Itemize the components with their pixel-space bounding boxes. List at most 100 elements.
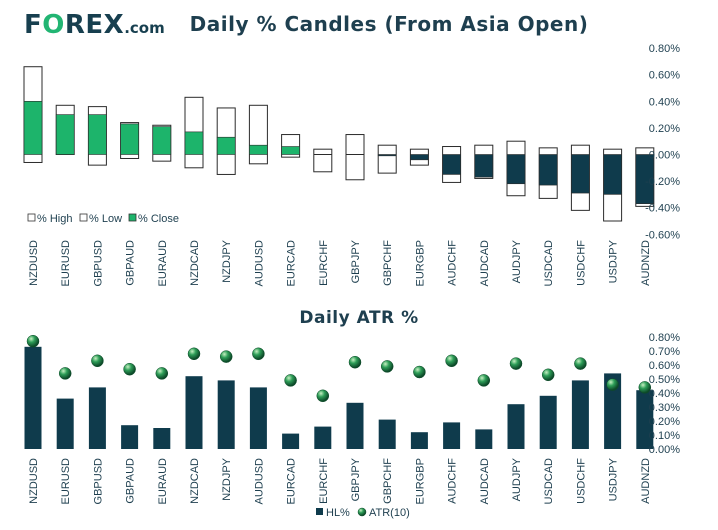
- y-tick-label: -0.40%: [645, 203, 680, 215]
- legend-label-1: % Low: [89, 213, 122, 225]
- y-tick-label: 0.00%: [649, 150, 680, 162]
- y-tick-label: 0.80%: [649, 332, 680, 344]
- close-bar-nzdusd: [23, 101, 43, 155]
- hl-bar-gbpaud: [121, 425, 139, 449]
- atr-marker-audusd: [252, 347, 265, 361]
- y-tick-label: -0.20%: [645, 176, 680, 188]
- atr-marker-audnzd: [638, 381, 652, 394]
- hl-bar-eurusd: [56, 398, 74, 449]
- hl-bar-audusd: [249, 387, 267, 449]
- atr-chart-title: Daily ATR %: [299, 308, 419, 328]
- atr-marker-eurgbp: [413, 365, 426, 379]
- hl-bar-nzdusd: [24, 346, 42, 449]
- x-tick-label: USDCAD: [543, 458, 555, 505]
- hl-bar-audjpy: [507, 404, 525, 449]
- close-bar-usdjpy: [603, 154, 622, 195]
- atr-marker-gbpjpy: [348, 355, 362, 369]
- legend-label-atr: ATR(10): [369, 507, 410, 519]
- hl-bar-gbpchf: [378, 419, 396, 449]
- x-tick-label: EURGBP: [414, 458, 426, 504]
- y-tick-label: 0.40%: [649, 96, 680, 108]
- x-tick-label: USDJPY: [608, 239, 620, 283]
- y-tick-label: 0.20%: [649, 123, 680, 135]
- legend-swatch-0: [27, 213, 36, 222]
- atr-marker-usdcad: [541, 368, 555, 382]
- x-tick-label: EURCAD: [286, 240, 298, 287]
- x-tick-label: AUDCAD: [479, 240, 491, 287]
- x-tick-label: NZDJPY: [221, 239, 233, 282]
- atr-marker-euraud: [155, 367, 169, 380]
- close-bar-nzdcad: [184, 131, 204, 155]
- close-bar-euraud: [152, 126, 172, 155]
- x-tick-label: GBPJPY: [350, 457, 362, 501]
- y-tick-label: 0.60%: [649, 360, 680, 372]
- close-bar-audnzd: [635, 154, 655, 205]
- hl-bar-audchf: [443, 422, 461, 449]
- x-tick-label: GBPUSD: [92, 458, 104, 505]
- x-tick-label: AUDNZD: [640, 240, 652, 286]
- legend-label-0: % High: [37, 213, 72, 225]
- x-tick-label: EURCHF: [318, 458, 330, 504]
- y-tick-label: -0.60%: [645, 229, 680, 241]
- y-tick-label: 0.70%: [649, 346, 680, 358]
- close-bar-audjpy: [506, 154, 526, 185]
- atr-marker-nzdjpy: [219, 350, 233, 363]
- atr-marker-audjpy: [509, 357, 523, 370]
- close-bar-eurgbp: [410, 154, 429, 161]
- x-tick-label: NZDJPY: [221, 457, 233, 500]
- x-tick-label: AUDJPY: [511, 457, 523, 501]
- atr-marker-gbpusd: [91, 354, 104, 368]
- y-tick-label: 0.10%: [649, 430, 680, 442]
- legend-label-2: % Close: [138, 213, 179, 225]
- hl-bar-eurcad: [282, 433, 300, 449]
- hl-bar-nzdcad: [185, 376, 203, 449]
- x-tick-label: GBPAUD: [125, 458, 137, 504]
- atr-marker-audchf: [445, 354, 458, 368]
- close-bar-audusd: [249, 144, 268, 155]
- atr-marker-usdchf: [574, 357, 587, 370]
- y-tick-label: 0.00%: [649, 444, 680, 456]
- x-tick-label: GBPUSD: [92, 240, 104, 287]
- hl-bar-gbpjpy: [346, 402, 364, 449]
- x-tick-label: GBPJPY: [350, 239, 362, 283]
- close-bar-gbpusd: [88, 114, 107, 155]
- hl-bar-usdchf: [571, 380, 589, 449]
- legend-swatch-hl: [316, 508, 323, 515]
- close-bar-eurusd: [55, 114, 75, 155]
- hl-bar-euraud: [153, 428, 171, 449]
- atr-marker-eurcad: [284, 374, 297, 387]
- close-bar-audcad: [474, 154, 494, 178]
- hl-bar-gbpusd: [88, 387, 106, 449]
- atr-marker-usdjpy: [606, 378, 619, 391]
- x-tick-label: EURAUD: [157, 458, 169, 505]
- x-tick-label: NZDUSD: [28, 458, 40, 504]
- x-tick-label: EURUSD: [60, 240, 72, 287]
- hl-bar-eurchf: [314, 426, 332, 449]
- atr-marker-eurusd: [58, 367, 72, 380]
- x-tick-label: EURUSD: [60, 458, 72, 505]
- x-tick-label: NZDCAD: [189, 240, 201, 286]
- y-tick-label: 0.50%: [649, 374, 680, 386]
- hl-bar-eurgbp: [410, 432, 428, 449]
- legend-swatch-atr: [357, 507, 367, 517]
- forex-logo: FOREX.com: [24, 10, 165, 40]
- x-tick-label: AUDCHF: [447, 240, 459, 286]
- x-tick-label: AUDCHF: [447, 458, 459, 504]
- x-tick-label: EURCHF: [318, 240, 330, 286]
- y-tick-label: 0.60%: [649, 70, 680, 82]
- x-tick-label: GBPAUD: [125, 240, 137, 286]
- x-tick-label: EURAUD: [157, 240, 169, 287]
- legend-label-hl: HL%: [326, 507, 350, 519]
- x-tick-label: AUDJPY: [511, 239, 523, 283]
- close-bar-usdcad: [538, 154, 558, 186]
- hl-bar-audnzd: [636, 390, 654, 449]
- atr-marker-gbpaud: [123, 362, 136, 376]
- close-bar-audchf: [442, 154, 461, 175]
- x-tick-label: USDCHF: [575, 458, 587, 504]
- range-box-gbpjpy: [345, 134, 365, 181]
- x-tick-label: EURCAD: [286, 458, 298, 505]
- x-tick-label: EURGBP: [414, 240, 426, 286]
- atr-marker-eurchf: [316, 389, 330, 403]
- x-tick-label: USDJPY: [608, 457, 620, 501]
